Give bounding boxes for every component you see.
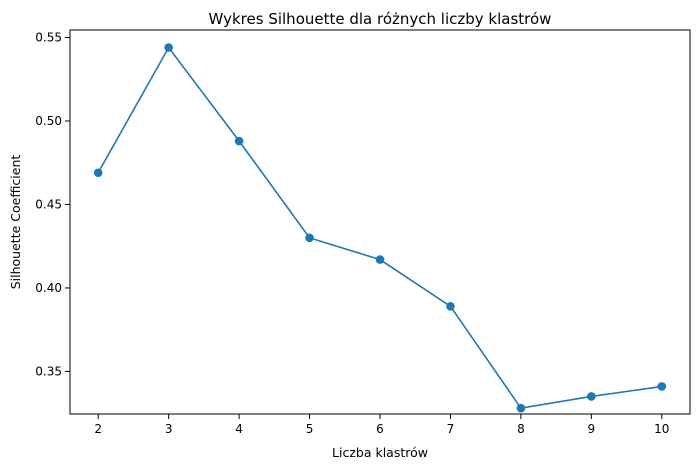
x-tick-label: 5 — [306, 422, 314, 436]
y-axis: 0.35 0.40 0.45 0.50 0.55 — [35, 31, 70, 378]
series-group — [93, 43, 667, 413]
y-tick-label: 0.55 — [35, 31, 62, 45]
y-tick-label: 0.45 — [35, 197, 62, 211]
x-tick-label: 10 — [654, 422, 669, 436]
data-point — [164, 43, 173, 52]
x-tick-label: 3 — [165, 422, 173, 436]
y-tick-label: 0.50 — [35, 114, 62, 128]
data-point — [587, 392, 596, 401]
data-point — [657, 382, 667, 391]
x-tick-label: 6 — [376, 422, 384, 436]
data-point — [305, 233, 314, 243]
x-axis: 2 3 4 5 6 7 8 9 10 — [94, 414, 669, 436]
y-tick-label: 0.35 — [35, 364, 62, 378]
data-point — [446, 302, 455, 311]
x-tick-label: 9 — [588, 422, 596, 436]
x-tick-label: 7 — [447, 422, 455, 436]
data-point — [234, 136, 244, 146]
y-axis-label: Silhouette Coefficient — [8, 155, 23, 290]
x-tick-label: 8 — [517, 422, 525, 436]
data-point — [375, 255, 385, 264]
y-tick-label: 0.40 — [35, 281, 62, 295]
x-tick-label: 2 — [94, 422, 102, 436]
data-point — [93, 168, 103, 178]
x-tick-label: 4 — [235, 422, 243, 436]
chart-title: Wykres Silhouette dla różnych liczby kla… — [209, 10, 552, 28]
data-point — [516, 403, 526, 413]
x-axis-label: Liczba klastrów — [332, 445, 428, 460]
